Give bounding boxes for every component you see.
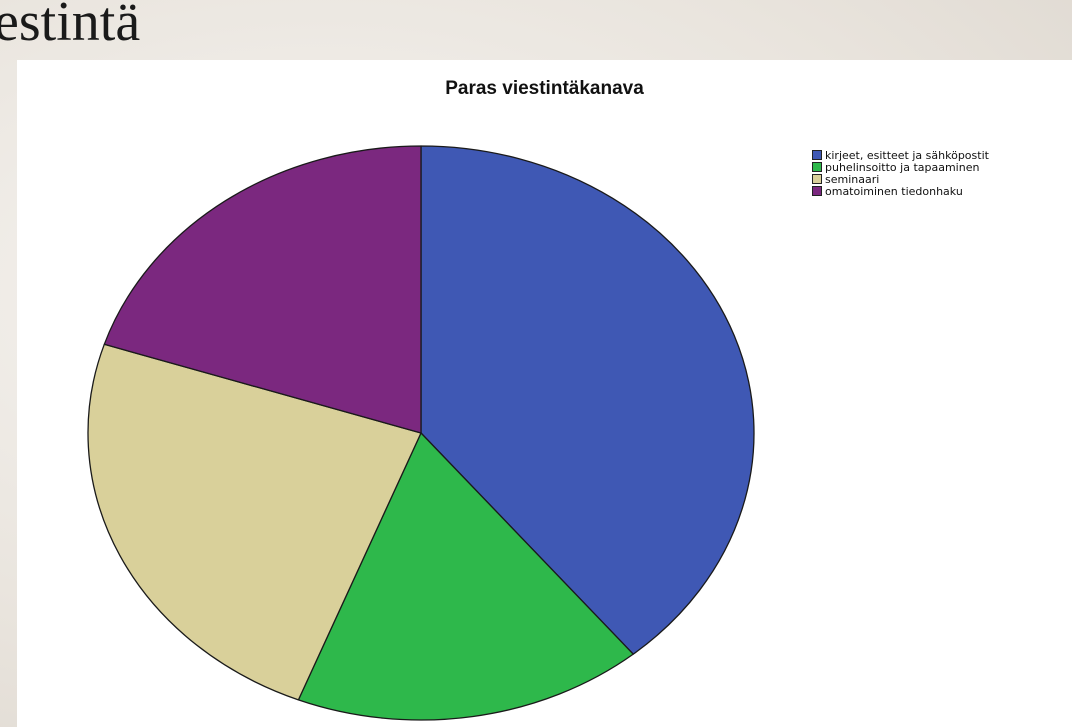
legend-item: puhelinsoitto ja tapaaminen — [812, 160, 989, 174]
legend-label: omatoiminen tiedonhaku — [825, 184, 963, 198]
legend-label: kirjeet, esitteet ja sähköpostit — [825, 148, 989, 162]
chart-title: Paras viestintäkanava — [445, 78, 644, 99]
pie-slice-4 — [103, 145, 422, 434]
legend-item: kirjeet, esitteet ja sähköpostit — [812, 148, 989, 162]
legend-swatch — [812, 186, 822, 196]
legend-swatch — [812, 174, 822, 184]
legend-swatch — [812, 150, 822, 160]
chart-panel: Paras viestintäkanava kirjeet, esitteet … — [17, 60, 1072, 727]
pie-chart — [87, 145, 755, 721]
legend-label: puhelinsoitto ja tapaaminen — [825, 160, 980, 174]
legend-swatch — [812, 162, 822, 172]
chart-legend: kirjeet, esitteet ja sähköpostit puhelins… — [812, 148, 989, 198]
pie-slice-1 — [420, 145, 755, 655]
legend-item: omatoiminen tiedonhaku — [812, 184, 989, 198]
pie-slice-2 — [297, 432, 634, 721]
legend-label: seminaari — [825, 172, 880, 186]
pie-slice-3 — [87, 343, 422, 701]
legend-item: seminaari — [812, 172, 989, 186]
slide-title: estintä — [0, 0, 141, 53]
